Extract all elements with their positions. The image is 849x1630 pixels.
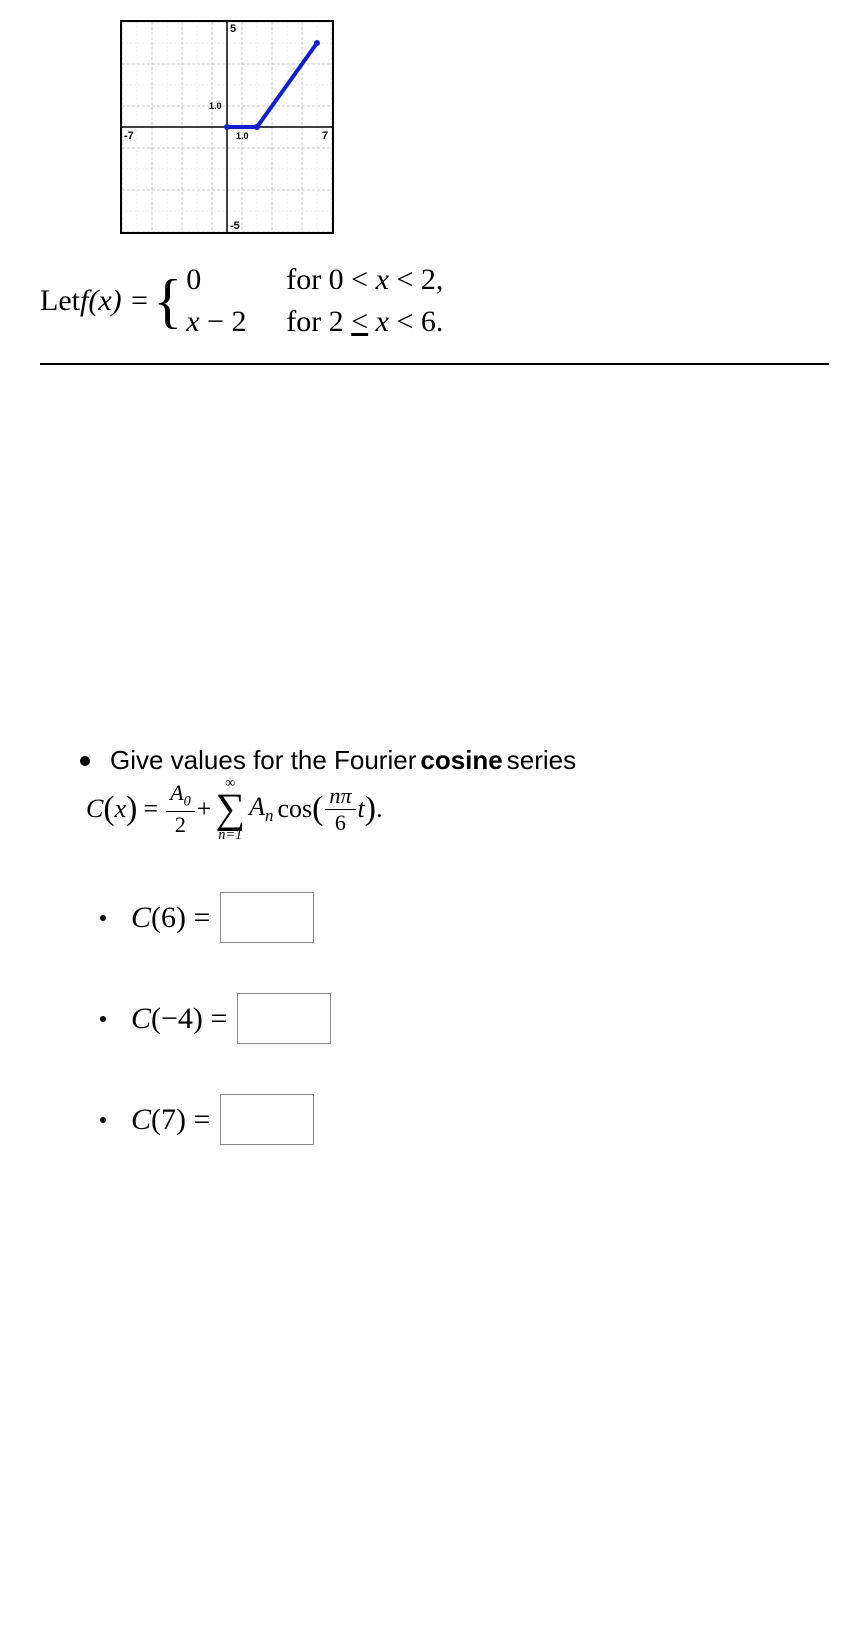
answer-label: C(−4) = bbox=[131, 1002, 227, 1036]
piece1-condition: for 0 < x < 2, bbox=[286, 259, 443, 301]
whitespace-gap bbox=[40, 405, 829, 745]
problem-content: 5 -5 -7 7 1.0 1.0 Let f(x) = { 0 for 0 < x < … bbox=[20, 20, 829, 1145]
answer-row: C(−4) = bbox=[100, 993, 829, 1044]
piece2-value: x − 2 bbox=[186, 301, 256, 343]
cosine-bold: cosine bbox=[420, 745, 502, 776]
answer-label: C(7) = bbox=[131, 1103, 210, 1137]
svg-text:1.0: 1.0 bbox=[209, 101, 222, 111]
divider bbox=[40, 363, 829, 365]
answer-row: C(7) = bbox=[100, 1094, 829, 1145]
answers-list: C(6) = C(−4) = C(7) = bbox=[40, 892, 829, 1145]
bullet-icon bbox=[100, 1016, 106, 1022]
brace-icon: { bbox=[153, 271, 182, 331]
answer-input[interactable] bbox=[220, 1094, 314, 1145]
answer-row: C(6) = bbox=[100, 892, 829, 943]
answer-label: C(6) = bbox=[131, 901, 210, 935]
svg-text:5: 5 bbox=[230, 23, 236, 35]
prompt-text-after: series bbox=[507, 745, 576, 776]
cosine-formula: C(x) = A0 2 + ∞ ∑ n=1 An cos ( nπ 6 t ) … bbox=[86, 776, 383, 842]
answer-input[interactable] bbox=[220, 892, 314, 943]
piece1-value: 0 bbox=[186, 259, 256, 301]
bullet-icon bbox=[100, 1117, 106, 1123]
cosine-series-prompt: Give values for the Fourier cosine serie… bbox=[80, 745, 829, 842]
graph: 5 -5 -7 7 1.0 1.0 bbox=[120, 20, 829, 239]
bullet-icon bbox=[80, 756, 90, 766]
let-prefix: Let bbox=[40, 284, 80, 318]
svg-text:7: 7 bbox=[322, 130, 328, 142]
svg-text:-5: -5 bbox=[230, 220, 240, 232]
piece2-condition: for 2 < x < 6. bbox=[286, 301, 443, 343]
function-definition: Let f(x) = { 0 for 0 < x < 2, x − 2 for … bbox=[40, 259, 829, 343]
piecewise-block: 0 for 0 < x < 2, x − 2 for 2 < x < 6. bbox=[186, 259, 443, 343]
answer-input[interactable] bbox=[237, 993, 331, 1044]
prompt-text-before: Give values for the Fourier bbox=[110, 745, 416, 776]
fx-label: f(x) = bbox=[80, 284, 149, 318]
svg-text:-7: -7 bbox=[124, 130, 134, 142]
svg-text:1.0: 1.0 bbox=[236, 131, 249, 141]
bullet-icon bbox=[100, 915, 106, 921]
